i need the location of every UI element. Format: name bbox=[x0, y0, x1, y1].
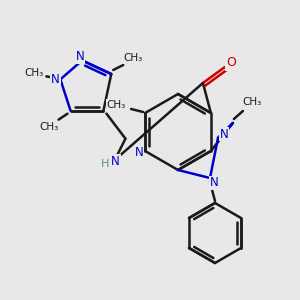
Text: N: N bbox=[135, 146, 143, 160]
Text: N: N bbox=[76, 50, 85, 63]
Text: N: N bbox=[111, 155, 120, 168]
Text: CH₃: CH₃ bbox=[25, 68, 44, 78]
Text: CH₃: CH₃ bbox=[124, 53, 143, 63]
Text: H: H bbox=[101, 159, 110, 169]
Text: CH₃: CH₃ bbox=[39, 122, 58, 132]
Text: N: N bbox=[220, 128, 228, 140]
Text: N: N bbox=[210, 176, 218, 190]
Text: N: N bbox=[51, 73, 60, 86]
Text: CH₃: CH₃ bbox=[106, 100, 126, 110]
Text: O: O bbox=[226, 56, 236, 70]
Text: CH₃: CH₃ bbox=[242, 97, 262, 107]
